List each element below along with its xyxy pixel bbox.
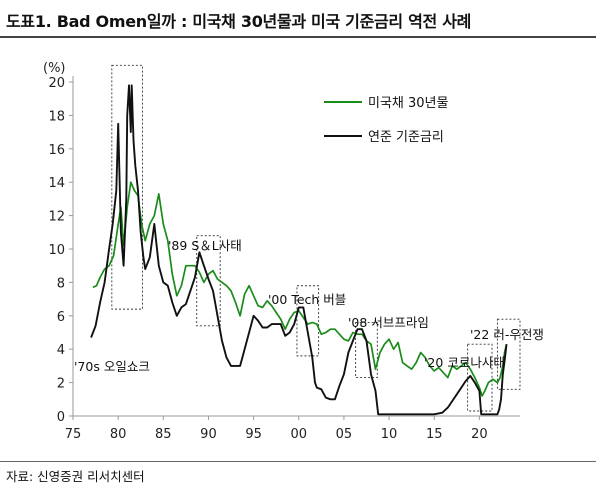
legend-label: 미국채 30년물 bbox=[368, 96, 449, 111]
y-axis-unit: (%) bbox=[43, 61, 66, 76]
annotation-label: '70s 오일쇼크 bbox=[74, 359, 150, 374]
page-title: 도표1. Bad Omen일까 : 미국채 30년물과 미국 기준금리 역전 사… bbox=[6, 12, 472, 31]
x-tick-label: 15 bbox=[426, 427, 443, 442]
x-tick-label: 90 bbox=[200, 427, 217, 442]
annotation-label: '20 코로나사태 bbox=[424, 355, 505, 370]
y-tick-label: 12 bbox=[48, 210, 65, 225]
x-tick-label: 10 bbox=[381, 427, 398, 442]
x-tick-label: 80 bbox=[110, 427, 127, 442]
y-tick-label: 10 bbox=[48, 243, 65, 258]
fed-funds-line bbox=[90, 84, 508, 416]
y-tick-label: 6 bbox=[57, 310, 65, 325]
y-tick-label: 2 bbox=[57, 377, 65, 392]
annotation-label: '00 Tech 버블 bbox=[268, 292, 346, 307]
title-divider bbox=[0, 36, 596, 38]
treasury-30y-line bbox=[92, 181, 508, 397]
y-tick-label: 8 bbox=[57, 276, 65, 291]
x-tick-label: 95 bbox=[245, 427, 262, 442]
x-tick-label: 20 bbox=[471, 427, 488, 442]
x-tick-label: 85 bbox=[155, 427, 172, 442]
annotation-labels: '70s 오일쇼크 '89 S＆L사태 '00 Tech 버블'08 서브프라임 '2… bbox=[74, 238, 544, 374]
y-tick-label: 4 bbox=[57, 343, 65, 358]
annotation-label: '08 서브프라임 bbox=[348, 315, 429, 330]
y-tick-label: 0 bbox=[57, 410, 65, 425]
annotation-label: '89 S＆L사태 bbox=[168, 238, 242, 253]
y-tick-label: 16 bbox=[48, 143, 65, 158]
annotation-label: '22 러-우전쟁 bbox=[470, 327, 544, 342]
highlight-box bbox=[355, 322, 378, 379]
series-lines bbox=[90, 84, 508, 416]
y-tick-label: 20 bbox=[48, 76, 65, 91]
source-note: 자료: 신영증권 리서치센터 bbox=[6, 469, 145, 484]
highlight-box bbox=[296, 285, 320, 357]
y-tick-label: 14 bbox=[48, 176, 65, 191]
source-divider bbox=[0, 461, 596, 462]
x-tick-label: 05 bbox=[336, 427, 353, 442]
y-tick-label: 18 bbox=[48, 109, 65, 124]
highlight-box bbox=[496, 318, 521, 390]
legend-label: 연준 기준금리 bbox=[368, 130, 444, 145]
highlight-box bbox=[111, 64, 143, 310]
x-tick-label: 75 bbox=[65, 427, 82, 442]
x-tick-label: 00 bbox=[290, 427, 307, 442]
